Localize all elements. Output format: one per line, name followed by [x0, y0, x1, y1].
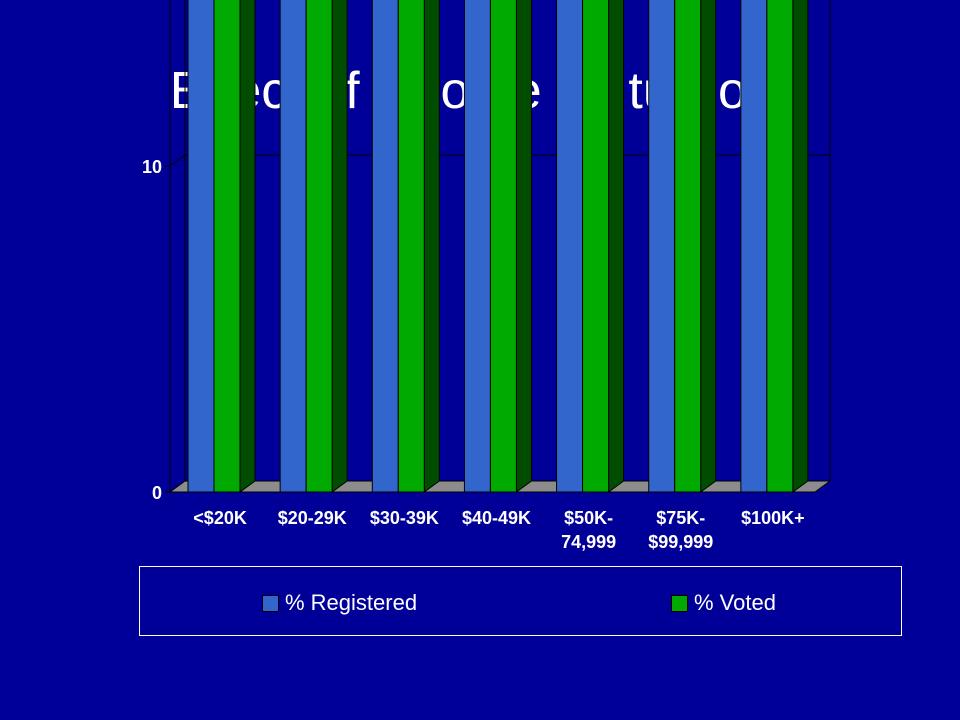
bar-chart: 0102030405060708090<$20K$20-29K$30-39K$4…	[142, 0, 832, 552]
legend-label-registered: % Registered	[285, 590, 418, 615]
bar-registered	[740, 0, 768, 493]
x-tick-label: $100K+	[741, 508, 805, 528]
x-tick-label: $50K-	[564, 508, 613, 528]
x-tick-label: $20-29K	[278, 508, 347, 528]
bar-voted-side	[515, 0, 532, 493]
legend-label-voted: % Voted	[694, 590, 776, 615]
bar-voted	[305, 0, 333, 493]
bar-voted	[766, 0, 794, 493]
bar-voted-side	[792, 0, 809, 493]
bar-registered	[556, 0, 584, 493]
legend-item-registered: % Registered	[262, 591, 417, 615]
bar-voted-side	[700, 0, 717, 493]
bar-voted-side	[423, 0, 440, 493]
bar-voted	[489, 0, 517, 493]
y-tick-label: 10	[142, 157, 162, 177]
x-tick-label: 74,999	[561, 532, 616, 552]
bar-voted	[582, 0, 610, 493]
bar-voted	[213, 0, 241, 493]
legend-swatch-registered	[262, 594, 279, 612]
plot-side-wall	[169, 0, 186, 493]
bar-registered	[463, 0, 491, 493]
x-tick-label: $75K-	[656, 508, 705, 528]
bar-registered	[371, 0, 399, 493]
x-tick-label: <$20K	[193, 508, 247, 528]
bar-registered	[648, 0, 676, 493]
chart-legend: % Registered % Voted	[139, 566, 902, 636]
x-tick-label: $40-49K	[462, 508, 531, 528]
y-tick-label: 0	[152, 483, 162, 503]
legend-item-voted: % Voted	[671, 591, 776, 615]
x-tick-label: $99,999	[648, 532, 713, 552]
bar-voted-side	[239, 0, 256, 493]
x-tick-label: $30-39K	[370, 508, 439, 528]
legend-swatch-voted	[671, 594, 688, 612]
bar-voted	[397, 0, 425, 493]
bar-voted-side	[331, 0, 348, 493]
bar-voted	[674, 0, 702, 493]
bar-registered	[279, 0, 307, 493]
bar-registered	[187, 0, 215, 493]
bar-voted-side	[608, 0, 625, 493]
